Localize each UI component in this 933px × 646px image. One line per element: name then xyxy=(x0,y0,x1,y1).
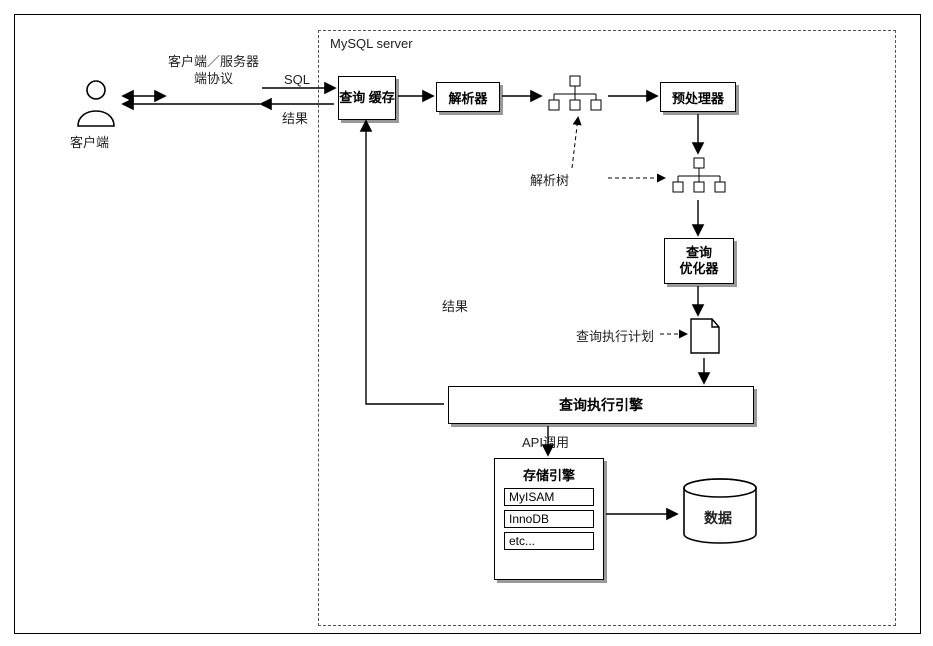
storage-item-innodb: InnoDB xyxy=(504,510,594,528)
storage-engine-box: 存储引擎 MyISAM InnoDB etc... xyxy=(494,458,604,580)
protocol-label: 客户端／服务器 端协议 xyxy=(168,54,259,88)
plan-label: 查询执行计划 xyxy=(576,326,654,345)
parse-tree-label: 解析树 xyxy=(530,170,569,189)
preprocessor-box: 预处理器 xyxy=(660,82,736,112)
server-title: MySQL server xyxy=(330,36,413,51)
exec-engine-box: 查询执行引擎 xyxy=(448,386,754,424)
storage-item-myisam: MyISAM xyxy=(504,488,594,506)
storage-item-etc: etc... xyxy=(504,532,594,550)
query-cache-box: 查询 缓存 xyxy=(338,76,396,120)
storage-title: 存储引擎 xyxy=(523,465,575,484)
result-label-mid: 结果 xyxy=(442,296,468,315)
api-label: API调用 xyxy=(522,432,569,451)
result-label-left: 结果 xyxy=(282,108,308,127)
optimizer-box: 查询 优化器 xyxy=(664,238,734,284)
database-label: 数据 xyxy=(704,508,732,528)
parser-box: 解析器 xyxy=(436,82,500,112)
sql-label: SQL xyxy=(284,72,310,87)
client-label: 客户端 xyxy=(70,132,109,151)
